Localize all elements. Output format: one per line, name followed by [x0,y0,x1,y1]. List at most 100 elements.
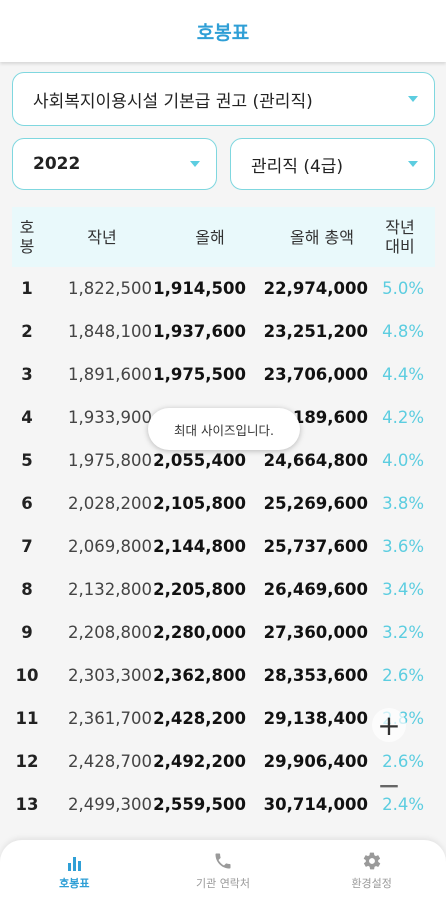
this-year-cell: 2,105,800 [153,494,246,513]
nav-label-salary-table: 호봉표 [59,877,90,890]
table-header: 호 봉 작년 올해 올해 총액 작년 대비 [12,207,435,267]
step-cell: 12 [15,752,39,771]
last-year-cell: 2,361,700 [68,709,152,728]
header-this-year: 올해 [195,227,225,247]
step-cell: 3 [21,365,33,384]
ratio-cell: 5.0% [382,279,424,298]
zoom-in-button[interactable]: + [372,708,406,742]
last-year-cell: 1,975,800 [68,451,152,470]
step-cell: 7 [21,537,33,556]
step-cell: 6 [21,494,33,513]
ratio-cell: 3.6% [382,537,424,556]
facility-type-value: 사회복지이용시설 기본급 권고 (관리직) [33,91,313,112]
total-cell: 30,714,000 [263,795,368,814]
last-year-cell: 1,822,500 [68,279,152,298]
table-row: 13 2,499,300 2,559,500 30,714,000 2.4% [12,783,435,826]
year-select[interactable]: 2022 [12,138,217,190]
last-year-cell: 2,028,200 [68,494,152,513]
step-cell: 8 [21,580,33,599]
last-year-cell: 1,891,600 [68,365,152,384]
total-cell: 23,706,000 [263,365,368,384]
ratio-cell: 4.8% [382,322,424,341]
this-year-cell: 2,362,800 [153,666,246,685]
table-row: 12 2,428,700 2,492,200 29,906,400 2.6% [12,740,435,783]
total-cell: 22,974,000 [263,279,368,298]
step-cell: 10 [15,666,39,685]
table-row: 9 2,208,800 2,280,000 27,360,000 3.2% [12,611,435,654]
bottom-nav: 호봉표 기관 연락처 환경설정 [0,840,446,900]
grade-select[interactable]: 관리직 (4급) [230,138,435,190]
year-value: 2022 [33,154,81,174]
table-row: 1 1,822,500 1,914,500 22,974,000 5.0% [12,267,435,310]
ratio-cell: 4.2% [382,408,424,427]
total-cell: 189,600 [292,408,368,427]
nav-item-contacts[interactable]: 기관 연락처 [149,840,298,900]
this-year-cell: 2,055,400 [153,451,246,470]
total-cell: 25,269,600 [263,494,368,513]
last-year-cell: 2,208,800 [68,623,152,642]
total-cell: 28,353,600 [263,666,368,685]
last-year-cell: 2,303,300 [68,666,152,685]
table-row: 7 2,069,800 2,144,800 25,737,600 3.6% [12,525,435,568]
bar-chart-icon [66,849,82,871]
table-row: 6 2,028,200 2,105,800 25,269,600 3.8% [12,482,435,525]
step-cell: 4 [21,408,33,427]
total-cell: 26,469,600 [263,580,368,599]
chevron-down-icon [190,161,200,167]
zoom-out-button[interactable]: − [377,768,401,802]
step-cell: 13 [15,795,39,814]
this-year-cell: 2,492,200 [153,752,246,771]
step-cell: 1 [21,279,33,298]
salary-table: 호 봉 작년 올해 올해 총액 작년 대비 1 1,822,500 1,914,50… [12,207,435,826]
total-cell: 29,138,400 [263,709,368,728]
nav-item-settings[interactable]: 환경설정 [297,840,446,900]
app-bar: 호봉표 [0,0,446,62]
nav-label-settings: 환경설정 [351,877,392,890]
header-ratio: 작년 대비 [385,218,415,256]
last-year-cell: 1,933,900 [68,408,152,427]
last-year-cell: 2,069,800 [68,537,152,556]
last-year-cell: 1,848,100 [68,322,152,341]
this-year-cell: 2,144,800 [153,537,246,556]
this-year-cell: 1,914,500 [153,279,246,298]
total-cell: 24,664,800 [263,451,368,470]
facility-type-select[interactable]: 사회복지이용시설 기본급 권고 (관리직) [12,72,435,126]
ratio-cell: 2.6% [382,666,424,685]
table-row: 3 1,891,600 1,975,500 23,706,000 4.4% [12,353,435,396]
step-cell: 2 [21,322,33,341]
nav-label-contacts: 기관 연락처 [195,877,251,890]
header-step: 호 봉 [19,218,35,256]
this-year-cell: 1,975,500 [153,365,246,384]
last-year-cell: 2,132,800 [68,580,152,599]
nav-item-salary-table[interactable]: 호봉표 [0,840,149,900]
ratio-cell: 4.4% [382,365,424,384]
gear-icon [362,849,382,871]
this-year-cell: 2,428,200 [153,709,246,728]
total-cell: 25,737,600 [263,537,368,556]
ratio-cell: 3.8% [382,494,424,513]
header-last-year: 작년 [87,227,117,247]
total-cell: 23,251,200 [263,322,368,341]
last-year-cell: 2,428,700 [68,752,152,771]
ratio-cell: 3.4% [382,580,424,599]
chevron-down-icon [408,161,418,167]
total-cell: 27,360,000 [263,623,368,642]
this-year-cell: 1,937,600 [153,322,246,341]
table-row: 2 1,848,100 1,937,600 23,251,200 4.8% [12,310,435,353]
this-year-cell: 2,205,800 [153,580,246,599]
page-title: 호봉표 [196,21,250,44]
this-year-cell: 2,559,500 [153,795,246,814]
header-total: 올해 총액 [290,227,354,247]
step-cell: 9 [21,623,33,642]
table-row: 4 1,933,900 189,600 4.2% [12,396,435,439]
last-year-cell: 2,499,300 [68,795,152,814]
ratio-cell: 2.4% [382,795,424,814]
table-body: 1 1,822,500 1,914,500 22,974,000 5.0% 2 1,848,… [12,267,435,826]
this-year-cell: 2,280,000 [153,623,246,642]
ratio-cell: 4.0% [382,451,424,470]
toast-message: 최대 사이즈입니다. [148,408,300,450]
total-cell: 29,906,400 [263,752,368,771]
step-cell: 5 [21,451,33,470]
step-cell: 11 [15,709,39,728]
